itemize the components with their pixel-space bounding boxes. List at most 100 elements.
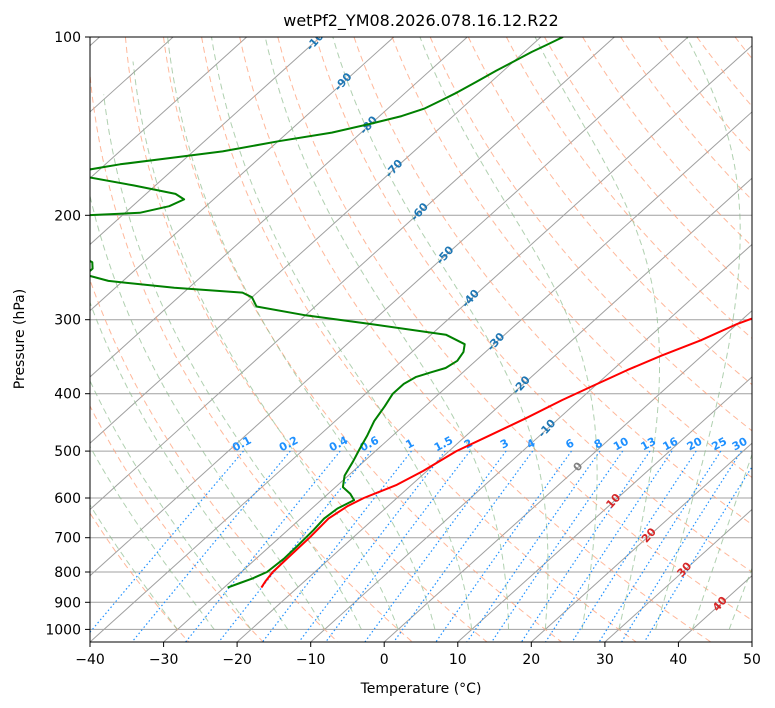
x-tick-label: −10 [296, 652, 326, 668]
mixing-ratio-label: 10 [611, 435, 631, 454]
dry-adiabat-line [277, 37, 752, 621]
moist-adiabat-line [264, 37, 509, 630]
x-tick-label: 50 [743, 652, 761, 668]
dry-adiabat-line [90, 278, 339, 642]
mixing-ratio-line [364, 450, 507, 642]
chart-title: wetPf2_YM08.2026.078.16.12.R22 [283, 11, 558, 31]
mixing-ratio-label: 8 [592, 436, 605, 451]
dry-adiabat-line [353, 37, 752, 526]
x-tick-label: 10 [449, 652, 467, 668]
dry-adiabat-line [201, 37, 637, 642]
mixing-ratio-line [218, 450, 372, 642]
mixing-ratio-line [491, 450, 624, 642]
mixing-ratio-line [571, 450, 697, 642]
moist-adiabat-line [132, 61, 399, 630]
x-axis-label: Temperature (°C) [360, 681, 482, 697]
isotherm-line [90, 37, 321, 246]
moist-adiabat-line [534, 37, 660, 630]
y-tick-label: 100 [54, 30, 81, 46]
moist-adiabat-line [332, 37, 549, 630]
dry-adiabat-line [315, 37, 752, 573]
temperature-profile-line [260, 317, 752, 589]
isobar-gridlines [90, 37, 752, 630]
mixing-ratio-line [185, 450, 341, 642]
x-axis-ticks: −40 −30 −20 −10 0 10 20 30 40 50 [75, 642, 761, 668]
mixing-ratio-line [466, 450, 601, 642]
mixing-ratio-line [262, 450, 412, 642]
moist-adiabat-line [728, 567, 752, 630]
mixing-ratio-label: 30 [730, 435, 750, 454]
isotherm-line [90, 44, 752, 642]
dry-adiabat-line [544, 37, 752, 293]
moist-adiabat-line [103, 94, 362, 630]
mixing-ratio-label: 25 [709, 435, 729, 454]
moist-adiabat-line [90, 193, 326, 630]
isotherm-line [90, 37, 395, 312]
dry-adiabat-line [620, 37, 752, 201]
dry-adiabat-line [734, 37, 752, 60]
mixing-ratio-label: 36 [751, 435, 771, 454]
profile-series [90, 37, 752, 589]
moist-adiabat-line [90, 504, 178, 630]
x-tick-label: −40 [75, 652, 105, 668]
plot-area: 0.1 0.2 0.4 0.6 1 1.5 2 3 4 6 8 10 13 16 20 25 30 36-100-… [90, 37, 771, 642]
dry-adiabat-line [582, 37, 752, 247]
mixing-ratio-line [298, 450, 446, 642]
mixing-ratio-label: 20 [685, 435, 705, 454]
mixing-ratio-line [131, 450, 291, 642]
dry-adiabat-line [90, 512, 190, 642]
mixing-ratio-line [621, 450, 742, 642]
isotherm-line [90, 37, 542, 444]
y-tick-label: 600 [54, 491, 81, 507]
y-axis-label: Pressure (hPa) [12, 289, 28, 389]
dry-adiabat-line [239, 37, 712, 642]
isotherm-line [678, 575, 752, 642]
mixing-ratio-lines [90, 450, 752, 642]
y-tick-label: 1000 [45, 622, 81, 638]
mixing-ratio-line [393, 450, 534, 642]
dry-adiabat-line [467, 37, 752, 386]
dry-adiabat-line [429, 37, 752, 432]
dry-adiabat-line [696, 37, 752, 108]
y-tick-label: 200 [54, 208, 81, 224]
dry-adiabat-line [124, 37, 488, 642]
y-tick-label: 700 [54, 531, 81, 547]
y-tick-label: 900 [54, 595, 81, 611]
isotherm-line [383, 310, 752, 642]
y-tick-label: 500 [54, 444, 81, 460]
mixing-ratio-line [520, 450, 651, 642]
mixing-ratio-line [643, 465, 752, 642]
x-tick-label: 30 [596, 652, 614, 668]
isotherm-line [90, 37, 689, 577]
mixing-ratio-line [325, 450, 471, 642]
dry-adiabat-line [391, 37, 752, 479]
y-axis-ticks: 100 200 300 400 500 600 700 800 900 1000 [45, 30, 90, 638]
moist-adiabat-line [211, 37, 473, 630]
isotherm-line [90, 37, 615, 511]
plot-frame [89, 36, 753, 643]
mixing-ratio-label: 16 [661, 435, 681, 454]
isotherm-line [90, 37, 248, 179]
moist-adiabat-line [167, 37, 436, 630]
isotherm-line [236, 177, 752, 642]
dry-adiabat-line [658, 37, 752, 155]
x-tick-label: −20 [222, 652, 252, 668]
isotherm-line [163, 111, 752, 642]
mixing-ratio-label: 3 [498, 436, 511, 451]
mixing-ratio-label: 6 [563, 436, 576, 451]
mixing-ratio-label: 13 [639, 435, 659, 454]
mixing-ratio-line [90, 450, 244, 634]
moist-adiabat-line [90, 300, 289, 630]
isotherm-line [90, 37, 468, 378]
isotherm-line [457, 376, 752, 642]
mixing-ratio-line [435, 450, 572, 642]
isotherm-line [604, 508, 752, 642]
x-tick-label: 20 [522, 652, 540, 668]
reference-line-labels: 0.1 0.2 0.4 0.6 1 1.5 2 3 4 6 8 10 13 16 20 25 30 36-100-… [230, 37, 771, 614]
isotherm-line [530, 442, 752, 642]
dry-adiabat-line [90, 404, 264, 642]
x-tick-label: −30 [149, 652, 179, 668]
moist-adiabat-line [655, 37, 741, 630]
dewpoint-profile-line [90, 37, 564, 589]
